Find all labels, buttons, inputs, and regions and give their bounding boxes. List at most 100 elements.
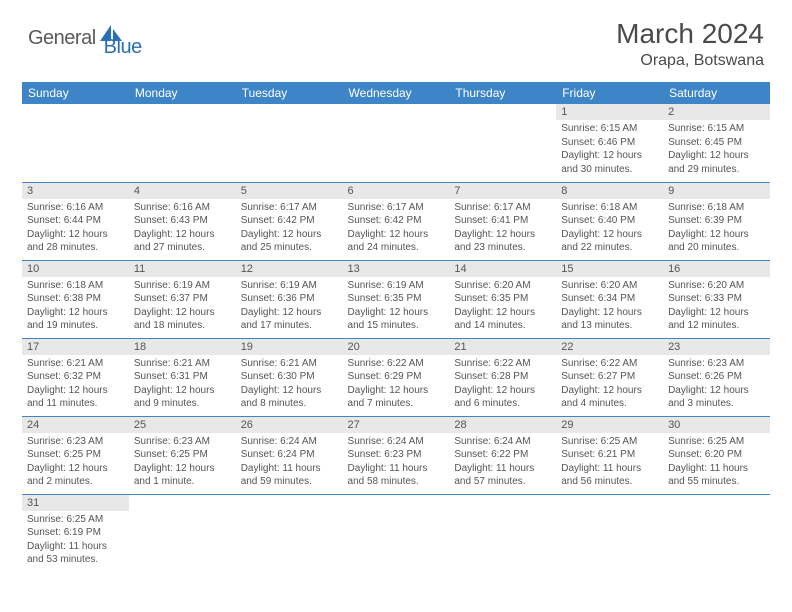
detail-line: Daylight: 11 hours bbox=[561, 462, 658, 476]
calendar-row: 24Sunrise: 6:23 AMSunset: 6:25 PMDayligh… bbox=[22, 416, 770, 494]
day-details: Sunrise: 6:15 AMSunset: 6:46 PMDaylight:… bbox=[556, 120, 663, 178]
calendar-cell: 20Sunrise: 6:22 AMSunset: 6:29 PMDayligh… bbox=[343, 338, 450, 416]
detail-line: Daylight: 12 hours bbox=[348, 306, 445, 320]
detail-line: Sunset: 6:43 PM bbox=[134, 214, 231, 228]
day-details: Sunrise: 6:21 AMSunset: 6:30 PMDaylight:… bbox=[236, 355, 343, 413]
detail-line: Sunrise: 6:18 AM bbox=[561, 201, 658, 215]
day-number: 24 bbox=[22, 417, 129, 433]
calendar-cell: 23Sunrise: 6:23 AMSunset: 6:26 PMDayligh… bbox=[663, 338, 770, 416]
detail-line: Sunrise: 6:25 AM bbox=[668, 435, 765, 449]
detail-line: Sunrise: 6:19 AM bbox=[134, 279, 231, 293]
detail-line: and 3 minutes. bbox=[668, 397, 765, 411]
detail-line: Daylight: 12 hours bbox=[454, 228, 551, 242]
day-details: Sunrise: 6:22 AMSunset: 6:27 PMDaylight:… bbox=[556, 355, 663, 413]
calendar-cell: 16Sunrise: 6:20 AMSunset: 6:33 PMDayligh… bbox=[663, 260, 770, 338]
calendar-cell bbox=[236, 494, 343, 572]
detail-line: and 23 minutes. bbox=[454, 241, 551, 255]
day-details: Sunrise: 6:16 AMSunset: 6:44 PMDaylight:… bbox=[22, 199, 129, 257]
detail-line: and 53 minutes. bbox=[27, 553, 124, 567]
detail-line: Sunrise: 6:22 AM bbox=[348, 357, 445, 371]
detail-line: Sunset: 6:37 PM bbox=[134, 292, 231, 306]
day-number: 8 bbox=[556, 183, 663, 199]
detail-line: and 14 minutes. bbox=[454, 319, 551, 333]
calendar-cell: 14Sunrise: 6:20 AMSunset: 6:35 PMDayligh… bbox=[449, 260, 556, 338]
calendar-cell: 15Sunrise: 6:20 AMSunset: 6:34 PMDayligh… bbox=[556, 260, 663, 338]
detail-line: and 17 minutes. bbox=[241, 319, 338, 333]
calendar-cell: 5Sunrise: 6:17 AMSunset: 6:42 PMDaylight… bbox=[236, 182, 343, 260]
day-number: 13 bbox=[343, 261, 450, 277]
detail-line: Daylight: 12 hours bbox=[561, 306, 658, 320]
detail-line: and 18 minutes. bbox=[134, 319, 231, 333]
day-details: Sunrise: 6:24 AMSunset: 6:24 PMDaylight:… bbox=[236, 433, 343, 491]
day-details: Sunrise: 6:20 AMSunset: 6:34 PMDaylight:… bbox=[556, 277, 663, 335]
detail-line: and 19 minutes. bbox=[27, 319, 124, 333]
day-number: 14 bbox=[449, 261, 556, 277]
day-number: 2 bbox=[663, 104, 770, 120]
calendar-row: 17Sunrise: 6:21 AMSunset: 6:32 PMDayligh… bbox=[22, 338, 770, 416]
detail-line: Sunset: 6:26 PM bbox=[668, 370, 765, 384]
calendar-cell: 29Sunrise: 6:25 AMSunset: 6:21 PMDayligh… bbox=[556, 416, 663, 494]
day-details: Sunrise: 6:23 AMSunset: 6:26 PMDaylight:… bbox=[663, 355, 770, 413]
calendar-cell: 2Sunrise: 6:15 AMSunset: 6:45 PMDaylight… bbox=[663, 104, 770, 182]
detail-line: Daylight: 12 hours bbox=[134, 306, 231, 320]
detail-line: and 9 minutes. bbox=[134, 397, 231, 411]
calendar-cell: 17Sunrise: 6:21 AMSunset: 6:32 PMDayligh… bbox=[22, 338, 129, 416]
day-details: Sunrise: 6:18 AMSunset: 6:39 PMDaylight:… bbox=[663, 199, 770, 257]
detail-line: Daylight: 12 hours bbox=[668, 384, 765, 398]
day-details: Sunrise: 6:22 AMSunset: 6:29 PMDaylight:… bbox=[343, 355, 450, 413]
detail-line: Sunrise: 6:18 AM bbox=[27, 279, 124, 293]
detail-line: Sunset: 6:44 PM bbox=[27, 214, 124, 228]
day-details: Sunrise: 6:25 AMSunset: 6:19 PMDaylight:… bbox=[22, 511, 129, 569]
detail-line: Sunset: 6:39 PM bbox=[668, 214, 765, 228]
detail-line: Sunset: 6:42 PM bbox=[241, 214, 338, 228]
day-number: 19 bbox=[236, 339, 343, 355]
day-number: 18 bbox=[129, 339, 236, 355]
day-details: Sunrise: 6:17 AMSunset: 6:41 PMDaylight:… bbox=[449, 199, 556, 257]
detail-line: Sunset: 6:19 PM bbox=[27, 526, 124, 540]
detail-line: and 59 minutes. bbox=[241, 475, 338, 489]
detail-line: Sunset: 6:34 PM bbox=[561, 292, 658, 306]
detail-line: and 20 minutes. bbox=[668, 241, 765, 255]
detail-line: Daylight: 12 hours bbox=[668, 228, 765, 242]
detail-line: Sunrise: 6:23 AM bbox=[668, 357, 765, 371]
detail-line: and 2 minutes. bbox=[27, 475, 124, 489]
detail-line: Sunset: 6:42 PM bbox=[348, 214, 445, 228]
day-details: Sunrise: 6:18 AMSunset: 6:40 PMDaylight:… bbox=[556, 199, 663, 257]
detail-line: Sunrise: 6:20 AM bbox=[668, 279, 765, 293]
detail-line: Sunrise: 6:21 AM bbox=[241, 357, 338, 371]
detail-line: and 4 minutes. bbox=[561, 397, 658, 411]
calendar-cell: 9Sunrise: 6:18 AMSunset: 6:39 PMDaylight… bbox=[663, 182, 770, 260]
detail-line: Sunrise: 6:21 AM bbox=[27, 357, 124, 371]
detail-line: and 28 minutes. bbox=[27, 241, 124, 255]
day-details: Sunrise: 6:19 AMSunset: 6:37 PMDaylight:… bbox=[129, 277, 236, 335]
detail-line: Sunset: 6:38 PM bbox=[27, 292, 124, 306]
weekday-header: Friday bbox=[556, 82, 663, 104]
detail-line: Sunrise: 6:23 AM bbox=[134, 435, 231, 449]
day-details: Sunrise: 6:19 AMSunset: 6:35 PMDaylight:… bbox=[343, 277, 450, 335]
calendar-cell: 28Sunrise: 6:24 AMSunset: 6:22 PMDayligh… bbox=[449, 416, 556, 494]
detail-line: Sunrise: 6:24 AM bbox=[348, 435, 445, 449]
calendar-cell bbox=[343, 104, 450, 182]
detail-line: Sunrise: 6:18 AM bbox=[668, 201, 765, 215]
day-number: 21 bbox=[449, 339, 556, 355]
detail-line: Sunset: 6:41 PM bbox=[454, 214, 551, 228]
calendar-cell: 12Sunrise: 6:19 AMSunset: 6:36 PMDayligh… bbox=[236, 260, 343, 338]
day-number: 23 bbox=[663, 339, 770, 355]
detail-line: and 22 minutes. bbox=[561, 241, 658, 255]
day-number: 15 bbox=[556, 261, 663, 277]
detail-line: Sunrise: 6:20 AM bbox=[561, 279, 658, 293]
detail-line: Sunrise: 6:17 AM bbox=[348, 201, 445, 215]
day-details: Sunrise: 6:20 AMSunset: 6:33 PMDaylight:… bbox=[663, 277, 770, 335]
calendar-cell: 31Sunrise: 6:25 AMSunset: 6:19 PMDayligh… bbox=[22, 494, 129, 572]
detail-line: Daylight: 12 hours bbox=[454, 306, 551, 320]
day-details: Sunrise: 6:24 AMSunset: 6:23 PMDaylight:… bbox=[343, 433, 450, 491]
day-details: Sunrise: 6:17 AMSunset: 6:42 PMDaylight:… bbox=[236, 199, 343, 257]
calendar-cell: 8Sunrise: 6:18 AMSunset: 6:40 PMDaylight… bbox=[556, 182, 663, 260]
day-number: 11 bbox=[129, 261, 236, 277]
calendar-cell: 21Sunrise: 6:22 AMSunset: 6:28 PMDayligh… bbox=[449, 338, 556, 416]
day-number: 3 bbox=[22, 183, 129, 199]
detail-line: Daylight: 12 hours bbox=[27, 306, 124, 320]
day-number: 26 bbox=[236, 417, 343, 433]
detail-line: Daylight: 12 hours bbox=[27, 384, 124, 398]
calendar-cell: 7Sunrise: 6:17 AMSunset: 6:41 PMDaylight… bbox=[449, 182, 556, 260]
